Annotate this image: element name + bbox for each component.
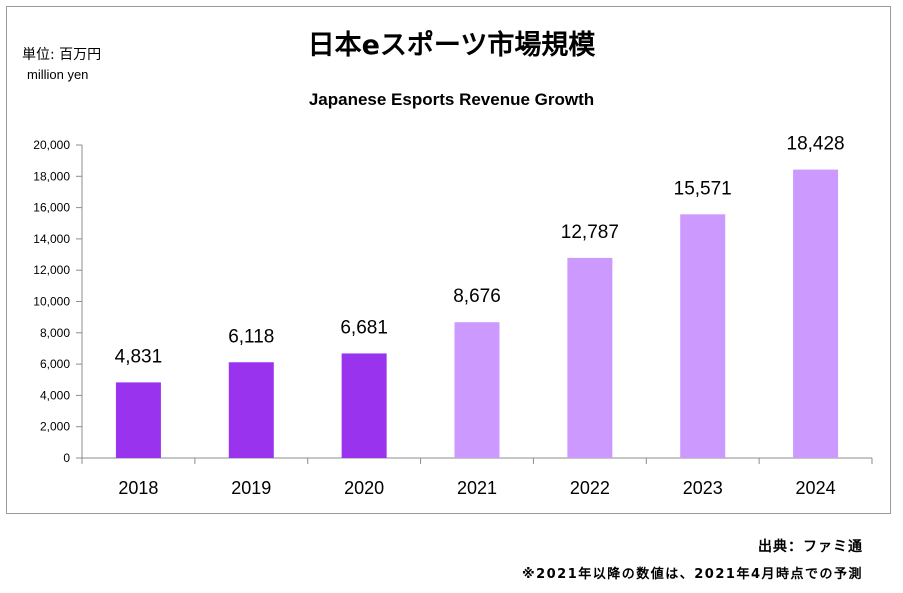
chart-subtitle: Japanese Esports Revenue Growth	[308, 90, 595, 109]
y-tick-label: 0	[63, 451, 70, 465]
bar	[680, 214, 726, 458]
data-label: 4,831	[115, 346, 163, 367]
data-label: 6,118	[228, 326, 274, 347]
source-note: 出典：ファミ通	[758, 539, 863, 555]
data-label: 15,571	[674, 178, 732, 199]
bar	[341, 353, 387, 458]
y-tick-label: 10,000	[33, 295, 70, 309]
y-tick-label: 20,000	[33, 138, 70, 152]
x-tick-label: 2023	[683, 478, 723, 498]
data-label: 8,676	[453, 286, 501, 307]
x-tick-label: 2021	[457, 478, 497, 498]
chart-title: 日本eスポーツ市場規模	[307, 30, 596, 61]
x-tick-label: 2024	[796, 478, 836, 498]
data-label: 6,681	[340, 317, 388, 338]
x-tick-label: 2018	[118, 478, 158, 498]
y-tick-label: 14,000	[33, 232, 70, 246]
bar	[115, 382, 161, 458]
unit-label: 単位: 百万円	[22, 47, 102, 63]
bar	[793, 169, 839, 458]
x-tick-label: 2020	[344, 478, 384, 498]
x-tick-label: 2019	[231, 478, 271, 498]
y-tick-label: 2,000	[40, 420, 70, 434]
y-tick-label: 16,000	[33, 201, 70, 215]
unit-sublabel: million yen	[27, 67, 89, 82]
y-tick-label: 8,000	[40, 326, 70, 340]
x-tick-label: 2022	[570, 478, 610, 498]
bar	[454, 322, 500, 458]
data-label: 18,428	[787, 134, 845, 155]
y-tick-label: 4,000	[40, 388, 70, 402]
bar	[567, 257, 613, 458]
y-tick-label: 18,000	[33, 169, 70, 183]
bar-chart: 0 2,000 4,000 6,000 8,000 10,000 12,000 14,000 1…	[33, 134, 873, 498]
forecast-note: ※2021年以降の数値は、2021年4月時点での予測	[521, 567, 863, 582]
y-tick-label: 6,000	[40, 357, 70, 371]
y-tick-label: 12,000	[33, 263, 70, 277]
bar	[228, 362, 274, 458]
data-label: 12,787	[561, 222, 619, 243]
